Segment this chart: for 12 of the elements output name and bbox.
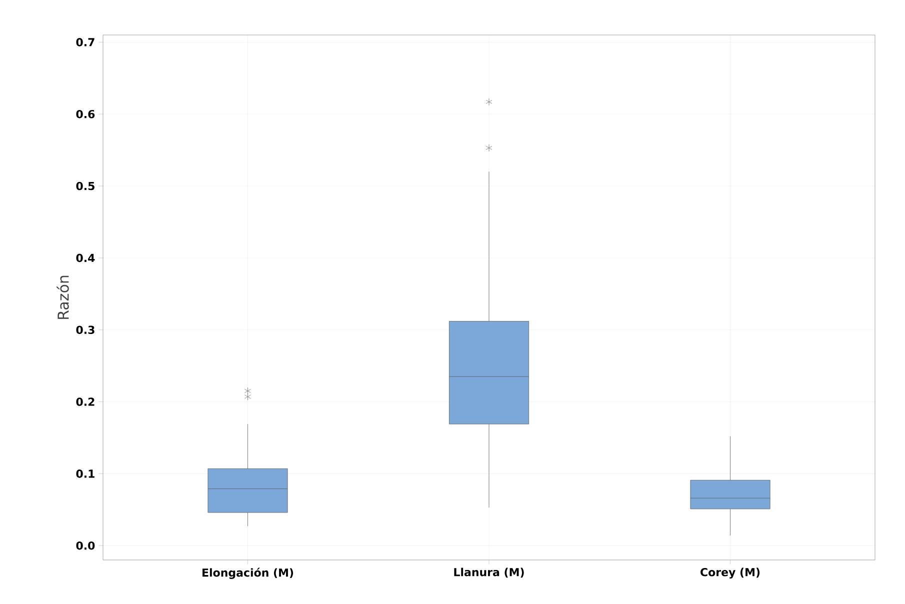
y-tick-label: 0.3 [76,326,94,334]
x-tick-label: Corey (M) [700,568,760,578]
y-tick-label: 0.1 [76,470,94,478]
y-tick-label: 0.6 [76,110,95,118]
y-tick-label: 0.5 [76,182,94,190]
y-tick-label: 0.2 [76,398,94,406]
y-tick-label: 0.4 [76,254,95,262]
x-tick-label: Llanura (M) [454,568,524,578]
y-tick-label: 0.7 [76,38,94,46]
y-tick-label: 0.0 [76,541,95,550]
y-axis-title: Razón [56,276,69,319]
x-tick-label: Elongación (M) [202,568,294,579]
